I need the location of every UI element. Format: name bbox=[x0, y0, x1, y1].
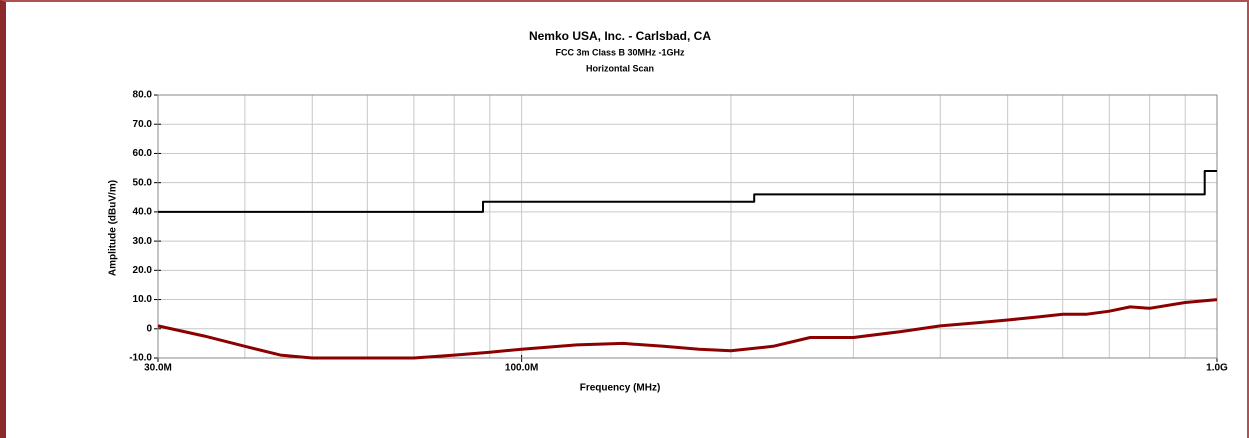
x-tick-label: 30.0M bbox=[144, 363, 172, 374]
y-tick-label: 50.0 bbox=[133, 177, 153, 188]
y-tick-label: 80.0 bbox=[133, 90, 153, 101]
y-tick-label: -10.0 bbox=[129, 353, 152, 364]
y-tick-label: 20.0 bbox=[133, 265, 153, 276]
data-line bbox=[157, 298, 1218, 360]
x-axis-label: Frequency (MHz) bbox=[580, 383, 661, 394]
x-tick-label: 100.0M bbox=[505, 363, 538, 374]
x-tick-label: 1.0G bbox=[1206, 363, 1228, 374]
chart-title: Nemko USA, Inc. - Carlsbad, CA bbox=[529, 29, 711, 43]
chart: Nemko USA, Inc. - Carlsbad, CA FCC 3m Cl… bbox=[108, 29, 1228, 394]
chart-subtitle: Horizontal Scan bbox=[586, 63, 654, 73]
y-tick-label: 40.0 bbox=[133, 207, 153, 218]
y-tick-label: 70.0 bbox=[133, 119, 153, 130]
data-line bbox=[158, 170, 1217, 213]
y-tick-label: 0 bbox=[146, 323, 152, 334]
y-tick-label: 60.0 bbox=[133, 148, 153, 159]
plot-frame bbox=[157, 94, 1218, 359]
y-axis-label: Amplitude (dBuV/m) bbox=[108, 180, 119, 276]
y-tick-label: 30.0 bbox=[133, 236, 153, 247]
y-tick-label: 10.0 bbox=[133, 294, 153, 305]
chart-subtitle: FCC 3m Class B 30MHz -1GHz bbox=[555, 47, 685, 57]
